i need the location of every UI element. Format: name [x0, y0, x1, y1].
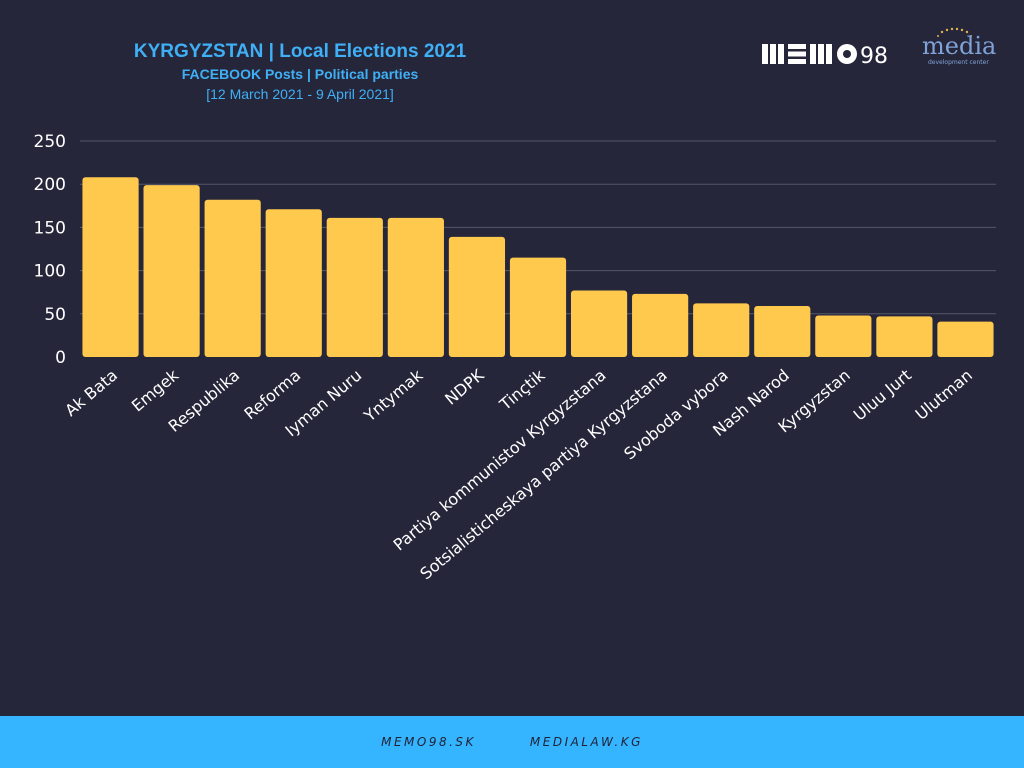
- y-tick-label: 250: [34, 132, 66, 152]
- chart-header: KYRGYZSTAN | Local Elections 2021 FACEBO…: [100, 40, 500, 104]
- bar: [632, 293, 689, 357]
- bar: [204, 199, 261, 357]
- mdc-logo-subtext: development center: [928, 59, 989, 66]
- bar: [387, 217, 444, 357]
- bar: [326, 217, 383, 357]
- x-tick-label: Ak Bata: [61, 366, 121, 421]
- bar: [143, 185, 200, 357]
- y-tick-label: 150: [34, 218, 66, 238]
- memo98-logo: 98: [762, 44, 888, 68]
- y-tick-label: 100: [34, 262, 66, 282]
- y-tick-label: 0: [55, 348, 66, 368]
- svg-text:98: 98: [860, 44, 888, 68]
- footer-bar: MEMO98.SK MEDIALAW.KG: [0, 716, 1024, 768]
- chart-title: KYRGYZSTAN | Local Elections 2021: [133, 41, 467, 62]
- x-tick-label: Uluu Jurt: [850, 366, 915, 425]
- bar: [693, 303, 750, 357]
- footer-link-memo98[interactable]: MEMO98.SK: [381, 735, 476, 749]
- bar: [448, 236, 506, 357]
- bar: [570, 290, 628, 357]
- y-tick-label: 50: [44, 305, 66, 325]
- chart-subtitle: FACEBOOK Posts | Political parties: [181, 66, 419, 82]
- bar: [509, 257, 567, 357]
- date-range: [12 March 2021 - 9 April 2021]: [206, 86, 394, 102]
- bar: [876, 316, 933, 357]
- mdc-logo-text: media: [922, 32, 997, 60]
- x-tick-label: Partiya kommunistov Kyrgyzstana: [390, 366, 610, 555]
- bar: [754, 306, 811, 357]
- bar: [82, 177, 139, 357]
- x-tick-label: Emgek: [128, 365, 183, 415]
- x-tick-label: Ulutman: [912, 366, 976, 424]
- x-tick-label: Tinçtik: [495, 365, 549, 415]
- mdc-dots-icon: [937, 27, 972, 37]
- footer-link-medialaw[interactable]: MEDIALAW.KG: [529, 735, 643, 749]
- bar: [265, 209, 322, 357]
- media-development-center-logo: media development center: [914, 26, 1004, 76]
- x-tick-label: Yntymak: [360, 365, 427, 426]
- bar: [937, 321, 994, 357]
- y-tick-label: 200: [34, 175, 66, 195]
- bar: [815, 315, 872, 357]
- x-tick-label: NDPK: [441, 365, 488, 408]
- x-tick-label: Svoboda vybora: [620, 366, 732, 464]
